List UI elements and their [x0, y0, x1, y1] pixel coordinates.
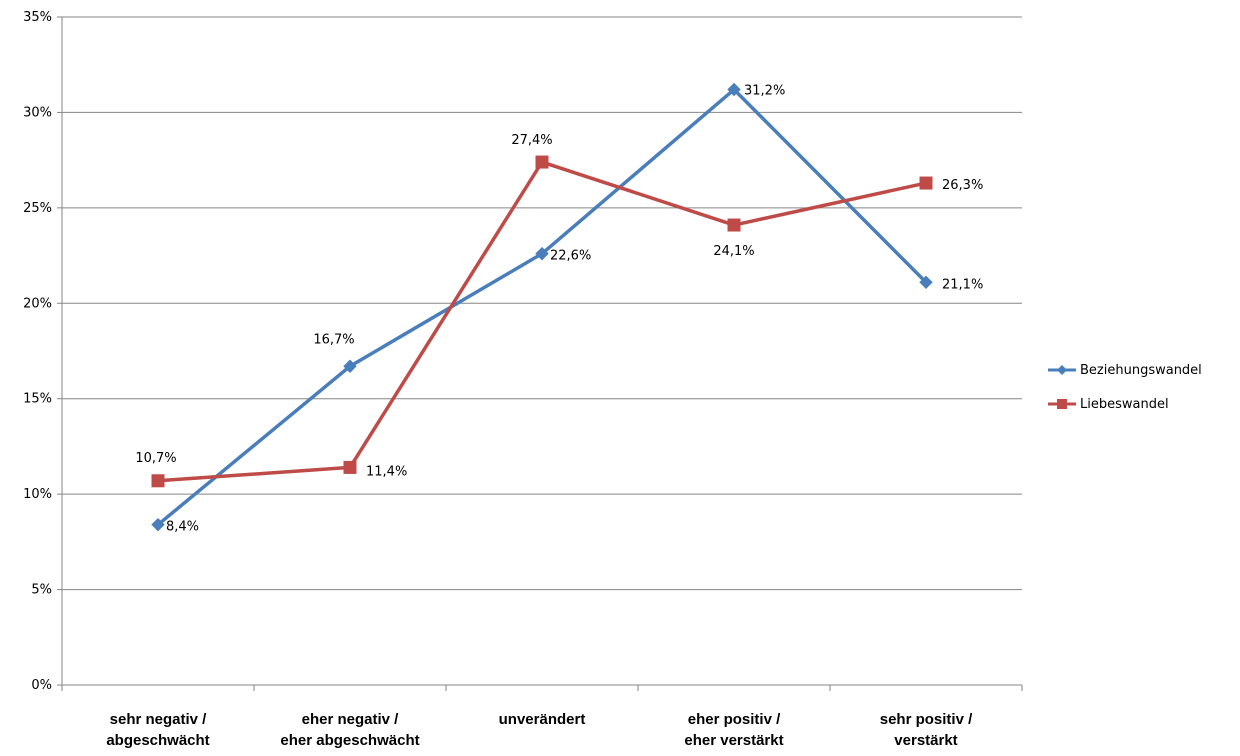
data-point-diamond [151, 517, 165, 532]
data-label: 27,4% [511, 133, 552, 148]
category-label: sehr positiv / verstärkt [880, 711, 973, 749]
data-point-square [727, 218, 741, 232]
legend-label: Beziehungswandel [1080, 363, 1202, 378]
y-tick-label: 0% [31, 678, 52, 693]
series-line-liebeswandel [157, 160, 927, 483]
data-point-square [919, 176, 933, 190]
data-label: 10,7% [135, 451, 176, 466]
legend-marker-square [1057, 399, 1067, 409]
data-label: 21,1% [942, 277, 983, 292]
category-label: eher positiv / eher verstärkt [684, 711, 783, 749]
category-label: unverändert [499, 711, 586, 728]
data-label: 16,7% [313, 332, 354, 347]
category-label: sehr negativ / abgeschwächt [106, 711, 209, 749]
legend-label: Liebeswandel [1080, 397, 1169, 412]
y-tick-label: 10% [23, 487, 52, 502]
data-point-diamond [535, 246, 549, 261]
data-point-diamond [919, 275, 933, 289]
data-label: 8,4% [166, 520, 199, 535]
data-point-square [151, 474, 165, 488]
legend-marker-diamond [1057, 365, 1067, 375]
data-label: 22,6% [550, 249, 591, 264]
y-tick-label: 15% [23, 392, 52, 407]
data-label: 31,2% [744, 84, 785, 99]
data-point-square [535, 155, 549, 169]
axes: 0% 5% 10% 15% 20% 25% 30% 35% sehr negativ / abge… [23, 10, 1023, 749]
data-point-diamond [343, 359, 357, 373]
data-point-square [343, 460, 357, 474]
series [151, 82, 933, 532]
data-labels: 8,4% 16,7% 22,6% 31,2% 21,1% 10,7% 11,4% 27,4% 2… [135, 84, 983, 535]
data-label: 24,1% [713, 244, 754, 259]
y-tick-label: 35% [23, 10, 52, 25]
category-label: eher negativ / eher abgeschwächt [280, 711, 419, 749]
gridlines [62, 16, 1022, 591]
y-tick-label: 30% [23, 105, 52, 120]
y-tick-label: 5% [31, 583, 52, 598]
series-line-beziehungswandel [156, 87, 928, 527]
data-label: 11,4% [366, 464, 407, 479]
y-tick-label: 20% [23, 296, 52, 311]
data-label: 26,3% [942, 178, 983, 193]
data-point-diamond [727, 82, 741, 97]
y-tick-label: 25% [23, 201, 52, 216]
legend: Beziehungswandel Liebeswandel [1048, 363, 1202, 412]
